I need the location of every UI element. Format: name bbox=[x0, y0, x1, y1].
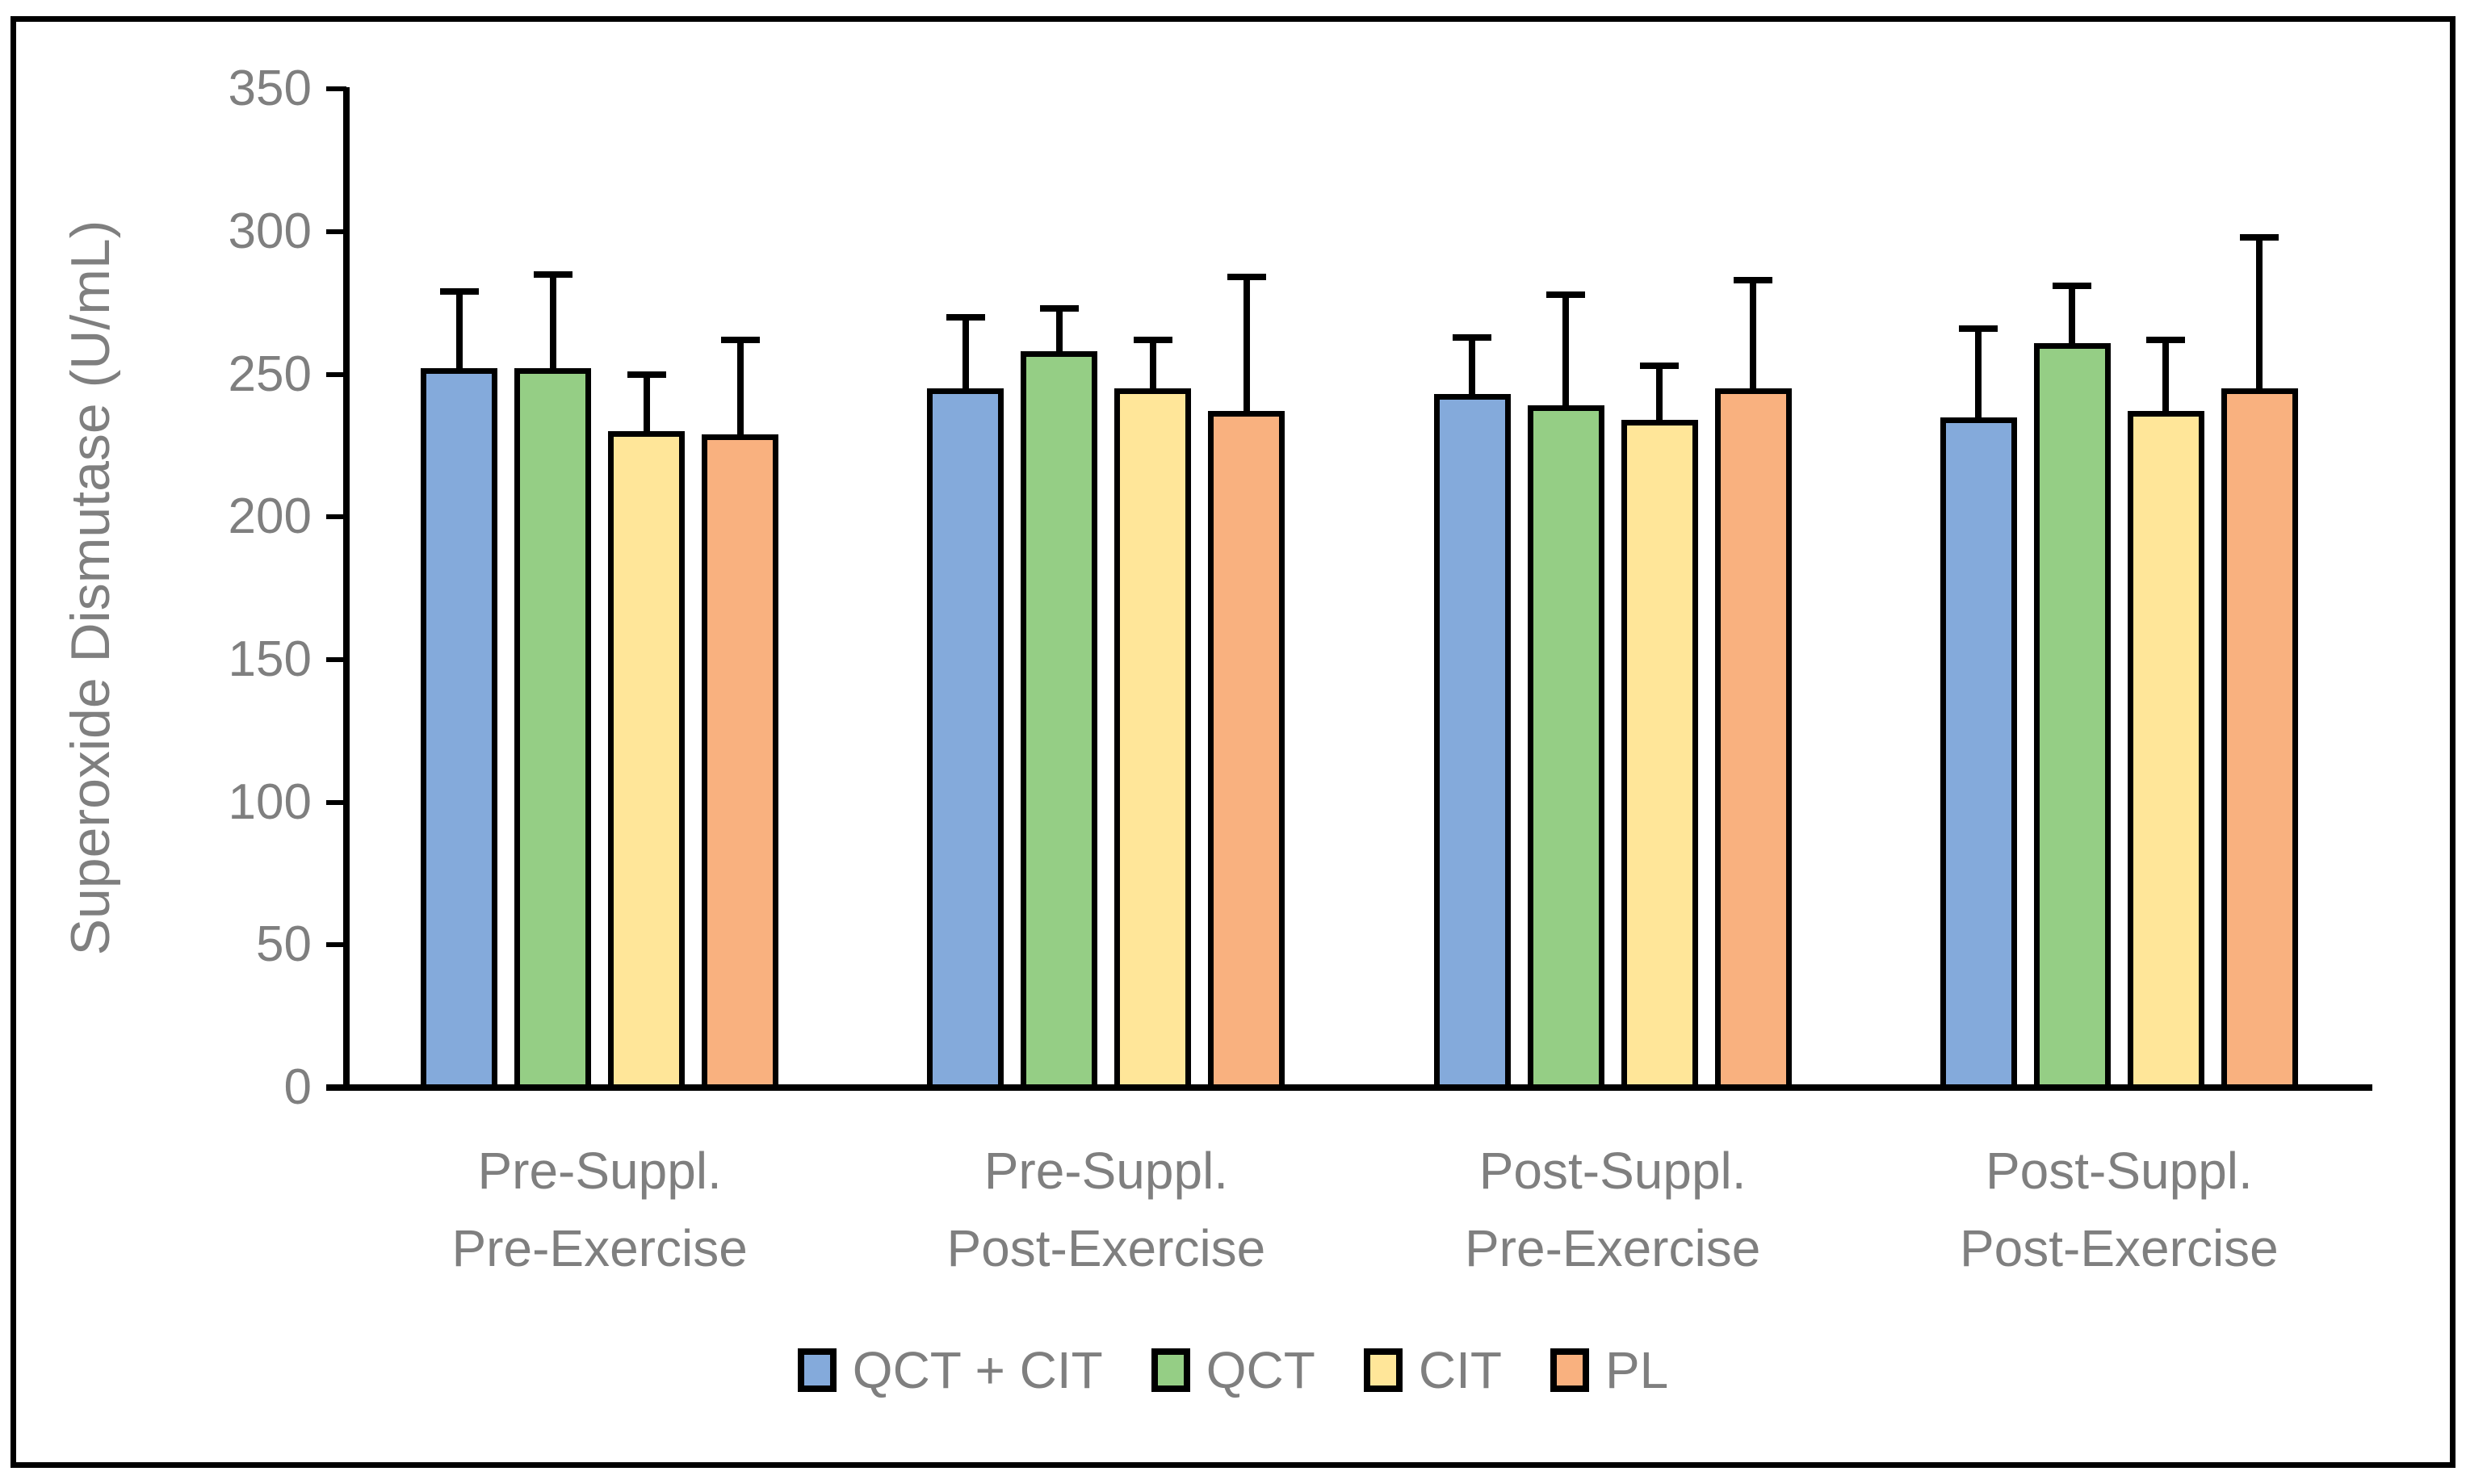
bar-qct-cit-cat1 bbox=[421, 368, 498, 1091]
error-bar-cap bbox=[2053, 282, 2092, 289]
legend-swatch bbox=[1151, 1348, 1190, 1392]
error-bar-cap bbox=[439, 288, 479, 295]
y-tick-label: 100 bbox=[228, 773, 312, 830]
error-bar-cap bbox=[1959, 325, 1998, 332]
legend-swatch bbox=[797, 1348, 837, 1392]
error-bar-stem bbox=[2162, 340, 2170, 412]
bar-qct-cat2 bbox=[1021, 351, 1098, 1091]
y-tick bbox=[326, 371, 346, 377]
category-label-line: Pre-Exercise bbox=[1464, 1219, 1761, 1277]
legend-label: PL bbox=[1604, 1341, 1669, 1399]
error-bar-cap bbox=[1734, 276, 1773, 283]
category-label: Pre-Suppl. Post-Exercise bbox=[856, 1132, 1357, 1287]
error-bar-stem bbox=[1975, 328, 1982, 417]
y-tick-label: 0 bbox=[283, 1059, 312, 1115]
error-bar-cap bbox=[2240, 233, 2279, 241]
error-bar-cap bbox=[1039, 305, 1079, 312]
error-bar-cap bbox=[946, 313, 985, 321]
error-bar-stem bbox=[1149, 340, 1156, 389]
legend-label: QCT bbox=[1206, 1341, 1315, 1399]
error-bar-cap bbox=[1453, 333, 1492, 341]
category-label: Post-Suppl. Post-Exercise bbox=[1868, 1132, 2369, 1287]
legend-swatch bbox=[1363, 1348, 1403, 1392]
bar-qct-cit-cat3 bbox=[1433, 394, 1511, 1091]
legend-item: QCT bbox=[1151, 1340, 1315, 1400]
legend-label: CIT bbox=[1418, 1341, 1502, 1399]
error-bar-cap bbox=[627, 371, 666, 378]
y-tick bbox=[326, 228, 346, 234]
error-bar-stem bbox=[455, 291, 463, 369]
error-bar-cap bbox=[720, 337, 760, 344]
bar-cit-cat1 bbox=[608, 431, 686, 1091]
legend-item: CIT bbox=[1363, 1340, 1502, 1400]
y-tick-label: 150 bbox=[228, 631, 312, 687]
error-bar-stem bbox=[1656, 365, 1663, 421]
y-tick bbox=[326, 656, 346, 662]
error-bar-cap bbox=[1546, 291, 1586, 298]
error-bar-stem bbox=[1055, 308, 1063, 352]
bar-qct-cit-cat4 bbox=[1940, 417, 2017, 1091]
y-tick bbox=[326, 514, 346, 520]
bar-cit-cat4 bbox=[2127, 411, 2204, 1091]
error-bar-stem bbox=[2069, 285, 2076, 343]
y-axis-line bbox=[343, 87, 350, 1091]
error-bar-stem bbox=[643, 374, 650, 432]
bar-qct-cat3 bbox=[1527, 405, 1604, 1091]
y-tick-label: 350 bbox=[228, 61, 312, 117]
error-bar-cap bbox=[2146, 337, 2186, 344]
error-bar-stem bbox=[1469, 337, 1476, 395]
error-bar-cap bbox=[1640, 362, 1680, 369]
error-bar-cap bbox=[1227, 274, 1266, 281]
y-tick bbox=[326, 86, 346, 92]
error-bar-stem bbox=[1750, 279, 1757, 389]
category-label-line: Post-Suppl. bbox=[1478, 1142, 1747, 1200]
y-tick-label: 50 bbox=[256, 916, 312, 973]
error-bar-stem bbox=[1562, 294, 1570, 406]
bar-cit-cat3 bbox=[1621, 420, 1698, 1091]
bar-pl-cat2 bbox=[1208, 411, 1285, 1091]
error-bar-cap bbox=[533, 270, 572, 278]
error-bar-stem bbox=[2256, 237, 2263, 389]
error-bar-stem bbox=[736, 340, 744, 434]
bar-pl-cat3 bbox=[1714, 388, 1792, 1091]
bar-cit-cat2 bbox=[1114, 388, 1192, 1091]
legend-item: PL bbox=[1550, 1340, 1668, 1400]
category-label-line: Post-Exercise bbox=[1959, 1219, 2279, 1277]
bar-qct-cat4 bbox=[2033, 342, 2111, 1091]
error-bar-stem bbox=[1243, 277, 1250, 412]
legend-item: QCT + CIT bbox=[797, 1340, 1103, 1400]
bar-qct-cat1 bbox=[514, 368, 592, 1091]
legend-swatch bbox=[1550, 1348, 1589, 1392]
category-label: Post-Suppl. Pre-Exercise bbox=[1362, 1132, 1863, 1287]
bar-pl-cat4 bbox=[2221, 388, 2298, 1091]
chart-frame bbox=[10, 16, 2456, 1468]
y-tick bbox=[326, 799, 346, 805]
y-tick-label: 250 bbox=[228, 346, 312, 402]
category-label-line: Pre-Suppl. bbox=[983, 1142, 1229, 1200]
error-bar-stem bbox=[962, 317, 969, 389]
bar-qct-cit-cat2 bbox=[927, 388, 1004, 1091]
category-label: Pre-Suppl. Pre-Exercise bbox=[350, 1132, 850, 1287]
legend-label: QCT + CIT bbox=[852, 1341, 1103, 1399]
category-label-line: Pre-Suppl. bbox=[477, 1142, 722, 1200]
category-label-line: Post-Suppl. bbox=[1985, 1142, 2253, 1200]
bar-pl-cat1 bbox=[702, 434, 779, 1091]
category-label-line: Pre-Exercise bbox=[451, 1219, 748, 1277]
category-label-line: Post-Exercise bbox=[946, 1219, 1266, 1277]
y-tick-label: 200 bbox=[228, 488, 312, 545]
legend: QCT + CIT QCT CIT PL bbox=[0, 1340, 2466, 1400]
y-tick bbox=[326, 942, 346, 948]
y-tick-label: 300 bbox=[228, 203, 312, 259]
error-bar-cap bbox=[1133, 337, 1172, 344]
x-axis-line bbox=[326, 1084, 2372, 1091]
y-axis-title: Superoxide Dismutase (U/mL) bbox=[60, 220, 121, 956]
error-bar-stem bbox=[549, 274, 556, 369]
